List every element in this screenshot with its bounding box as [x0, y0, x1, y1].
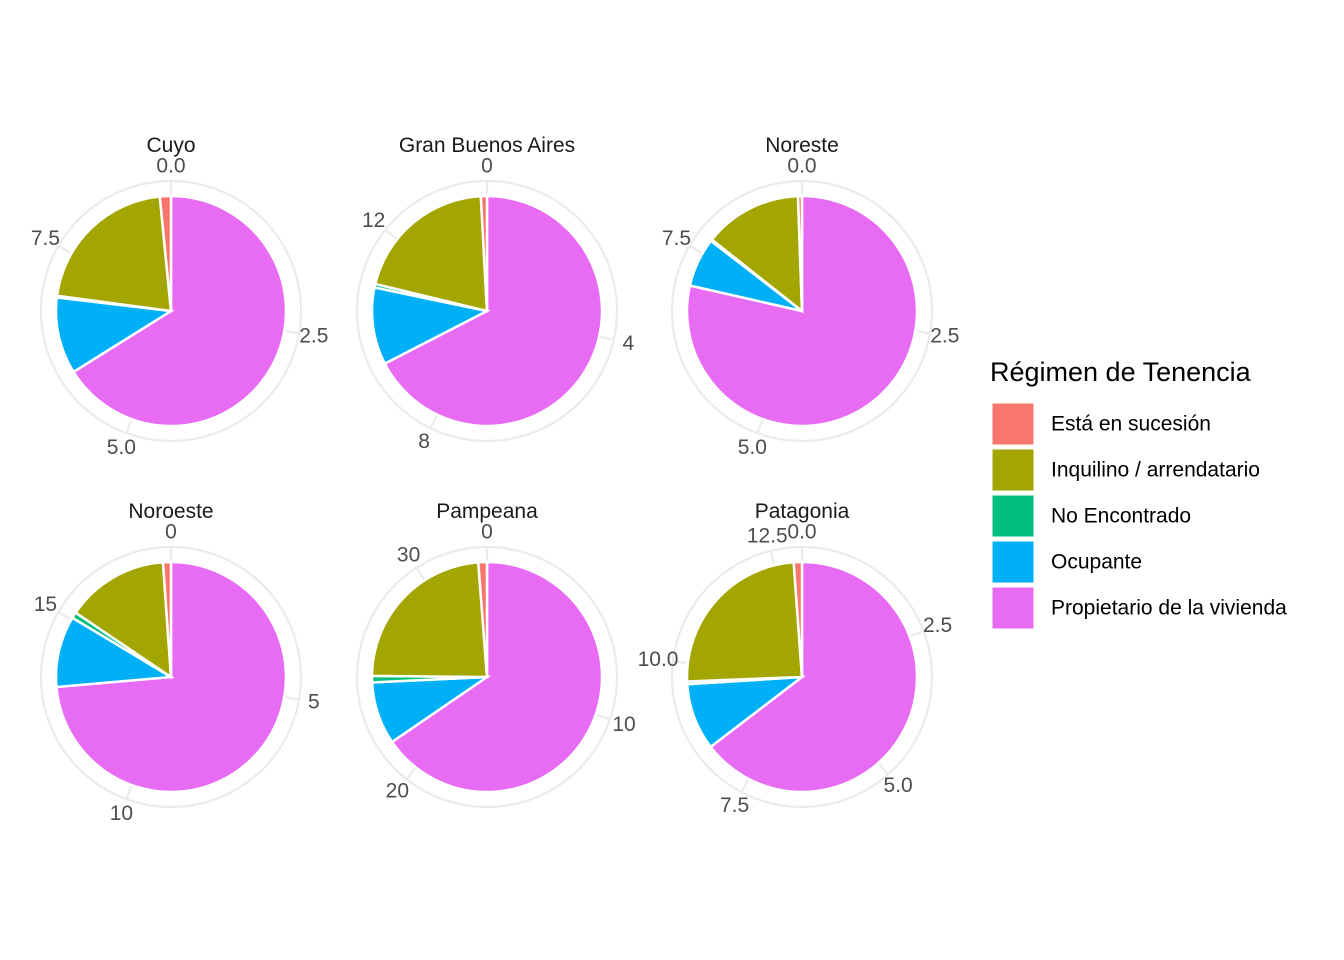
legend-swatch	[991, 586, 1035, 630]
legend-swatch	[991, 402, 1035, 446]
pie-slice-propietario-de-la-vivienda	[708, 560, 919, 794]
facet-title: Noroeste	[128, 500, 213, 523]
legend-entry: Propietario de la vivienda	[991, 586, 1287, 630]
pie-slice-inquilino-arrendatario	[55, 195, 173, 313]
facet-title: Pampeana	[436, 500, 538, 523]
tick-label: 7.5	[720, 794, 749, 817]
facet-title: Gran Buenos Aires	[399, 134, 575, 157]
legend-swatch	[991, 540, 1035, 584]
grid-spoke	[877, 762, 890, 776]
legend-swatch	[991, 494, 1035, 538]
tick-label: 5.0	[884, 774, 913, 797]
grid-spoke	[688, 245, 703, 255]
legend-swatch	[991, 448, 1035, 492]
legend-entries: Está en sucesión Inquilino / arrendatario…	[991, 402, 1287, 630]
tick-label: 0	[481, 155, 493, 178]
legend-title: Régimen de Tenencia	[990, 357, 1252, 387]
grid-spoke	[415, 567, 426, 581]
pie-slice-está-en-sucesión	[161, 560, 173, 678]
grid-spoke	[756, 418, 764, 434]
tick-label: 7.5	[662, 227, 691, 250]
legend-label: No Encontrado	[1051, 505, 1191, 528]
tick-label: 10.0	[638, 648, 679, 671]
tick-label: 12	[362, 209, 385, 232]
tick-label: 2.5	[299, 325, 328, 348]
tick-label: 10	[110, 802, 133, 825]
tick-label: 15	[34, 593, 57, 616]
pie-slice-inquilino-arrendatario	[373, 194, 489, 313]
legend-entry: Inquilino / arrendatario	[991, 448, 1260, 492]
tick-label: 5.0	[107, 436, 136, 459]
grid-spoke	[915, 329, 931, 335]
pie-slice-inquilino-arrendatario	[710, 194, 804, 314]
grid-spoke	[125, 784, 133, 800]
pie-slice-propietario-de-la-vivienda	[383, 194, 604, 428]
grid-spoke	[57, 611, 72, 621]
grid-spoke	[909, 629, 924, 638]
tick-label: 10	[612, 713, 635, 736]
tick-label: 8	[418, 430, 430, 453]
grid-spoke	[384, 229, 398, 241]
legend-label: Está en sucesión	[1051, 413, 1211, 436]
legend: Régimen de Tenencia Está en sucesión Inqu…	[990, 357, 1287, 630]
pie-slice-está-en-sucesión	[479, 194, 489, 312]
tick-label: 2.5	[923, 614, 952, 637]
legend-entry: Está en sucesión	[991, 402, 1211, 446]
tick-label: 7.5	[31, 227, 60, 250]
pie-slice-inquilino-arrendatario	[73, 560, 173, 680]
grid-spoke	[429, 414, 439, 429]
tick-label: 20	[386, 779, 409, 802]
grid-spoke	[740, 778, 750, 793]
pie-slice-inquilino-arrendatario	[370, 560, 489, 679]
tick-label: 5.0	[738, 436, 767, 459]
pie-slice-propietario-de-la-vivienda	[685, 194, 919, 428]
grid-spoke	[405, 766, 417, 780]
pie-slice-está-en-sucesión	[476, 560, 489, 678]
tick-label: 0.0	[156, 155, 185, 178]
facet-title: Patagonia	[755, 500, 850, 523]
legend-label: Propietario de la vivienda	[1051, 597, 1287, 620]
pie-slice-propietario-de-la-vivienda	[71, 194, 288, 428]
grid-spoke	[284, 329, 300, 335]
grid-spoke	[672, 660, 688, 665]
legend-entry: No Encontrado	[991, 494, 1191, 538]
pie-slice-ocupante	[54, 616, 175, 689]
pie-slice-está-en-sucesión	[792, 560, 804, 678]
tick-label: 4	[623, 332, 635, 355]
grid-spoke	[125, 418, 133, 434]
tick-label: 5	[308, 691, 320, 714]
grid-spoke	[769, 550, 776, 566]
pie-slice-inquilino-arrendatario	[685, 560, 804, 683]
grid-spoke	[57, 245, 72, 255]
grid-spoke	[284, 695, 300, 701]
pie-slice-está-en-sucesión	[158, 194, 173, 312]
grid-spoke	[595, 713, 611, 721]
legend-label: Ocupante	[1051, 551, 1142, 574]
tick-label: 0.0	[787, 155, 816, 178]
facet-title: Cuyo	[146, 134, 195, 157]
tick-label: 0.0	[787, 521, 816, 544]
tick-label: 30	[397, 544, 420, 567]
tick-label: 0	[481, 521, 493, 544]
facet-title: Noreste	[765, 134, 839, 157]
pie-slice-está-en-sucesión	[796, 194, 804, 312]
tick-label: 2.5	[930, 325, 959, 348]
tick-label: 0	[165, 521, 177, 544]
legend-label: Inquilino / arrendatario	[1051, 459, 1260, 482]
tick-label: 12.5	[747, 525, 788, 548]
grid-spoke	[598, 335, 614, 342]
pie-slice-ocupante	[370, 285, 491, 366]
legend-entry: Ocupante	[991, 540, 1142, 584]
pie-slice-propietario-de-la-vivienda	[390, 560, 604, 794]
pie-slice-ocupante	[54, 295, 175, 374]
